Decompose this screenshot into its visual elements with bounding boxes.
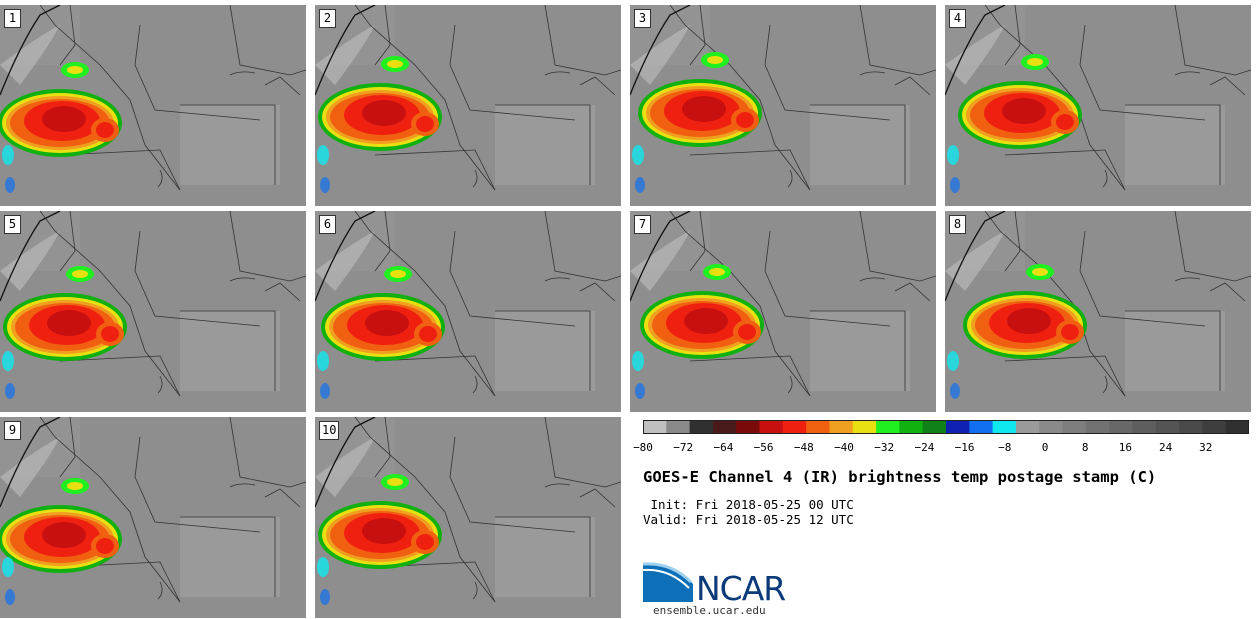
colorbar-segment (1015, 420, 1040, 434)
colorbar-tick-label: −72 (673, 441, 694, 454)
colorbar-segment (782, 420, 807, 434)
colorbar-tick-label: −80 (633, 441, 653, 454)
colorbar-tick-label: −56 (753, 441, 774, 454)
satellite-image (630, 211, 936, 412)
temperature-colorbar (643, 420, 1249, 434)
colorbar-segment (922, 420, 947, 434)
colorbar-tick-label: 24 (1158, 441, 1173, 454)
colorbar-tick-label: 8 (1081, 441, 1089, 454)
colorbar-segment (1155, 420, 1180, 434)
colorbar-tick-label: 32 (1199, 441, 1213, 454)
satellite-image (0, 5, 306, 206)
map-panel-6: 6 (315, 211, 621, 412)
panel-number: 5 (4, 215, 21, 234)
init-time: Init: Fri 2018-05-25 00 UTC (643, 497, 854, 512)
colorbar-segment (666, 420, 691, 434)
colorbar-segment (946, 420, 970, 434)
colorbar-segment (1225, 420, 1249, 434)
colorbar-segment (1039, 420, 1064, 434)
colorbar-segment (1062, 420, 1087, 434)
satellite-image (315, 417, 621, 618)
colorbar-segment (689, 420, 714, 434)
colorbar-segment (876, 420, 900, 434)
map-panel-10: 10 (315, 417, 621, 618)
map-panel-5: 5 (0, 211, 306, 412)
satellite-image (945, 211, 1251, 412)
colorbar-segment (1202, 420, 1227, 434)
satellite-image (315, 211, 621, 412)
colorbar-segment (759, 420, 784, 434)
panel-number: 10 (319, 421, 340, 440)
colorbar-segment (969, 420, 994, 434)
chart-title: GOES-E Channel 4 (IR) brightness temp po… (643, 468, 1157, 486)
satellite-image (630, 5, 936, 206)
map-panel-9: 9 (0, 417, 306, 618)
panel-number: 3 (634, 9, 651, 28)
colorbar-segment (736, 420, 761, 434)
colorbar-segment (852, 420, 877, 434)
colorbar-tick-label: −64 (713, 441, 734, 454)
colorbar-tick-label: −24 (914, 441, 935, 454)
colorbar-segment (1132, 420, 1157, 434)
colorbar-segment (643, 420, 667, 434)
colorbar-segment (1085, 420, 1110, 434)
ncar-logo-icon (643, 562, 693, 602)
satellite-image (0, 417, 306, 618)
colorbar-tick-label: −40 (834, 441, 854, 454)
colorbar-segment (992, 420, 1017, 434)
colorbar-segment (1179, 420, 1203, 434)
logo-text: NCAR (696, 569, 786, 608)
colorbar-tick-label: 16 (1118, 441, 1133, 454)
logo-url: ensemble.ucar.edu (653, 604, 766, 617)
satellite-image (945, 5, 1251, 206)
panel-number: 1 (4, 9, 21, 28)
colorbar-tick-label: −32 (874, 441, 895, 454)
colorbar-segment (712, 420, 737, 434)
map-panel-1: 1 (0, 5, 306, 206)
colorbar-segment (1109, 420, 1133, 434)
panel-number: 4 (949, 9, 966, 28)
panel-number: 9 (4, 421, 21, 440)
satellite-image (315, 5, 621, 206)
map-panel-7: 7 (630, 211, 936, 412)
colorbar-tick-label: −48 (793, 441, 814, 454)
satellite-image (0, 211, 306, 412)
panel-number: 7 (634, 215, 651, 234)
map-panel-4: 4 (945, 5, 1251, 206)
colorbar-tick-label: 0 (1041, 441, 1049, 454)
colorbar-segment (806, 420, 830, 434)
colorbar-tick-label: −8 (998, 441, 1012, 454)
colorbar-tick-label: −16 (954, 441, 975, 454)
map-panel-8: 8 (945, 211, 1251, 412)
colorbar-segment (829, 420, 854, 434)
valid-time: Valid: Fri 2018-05-25 12 UTC (643, 512, 854, 527)
map-panel-2: 2 (315, 5, 621, 206)
panel-number: 2 (319, 9, 336, 28)
colorbar-segment (899, 420, 924, 434)
panel-number: 6 (319, 215, 336, 234)
panel-number: 8 (949, 215, 966, 234)
map-panel-3: 3 (630, 5, 936, 206)
